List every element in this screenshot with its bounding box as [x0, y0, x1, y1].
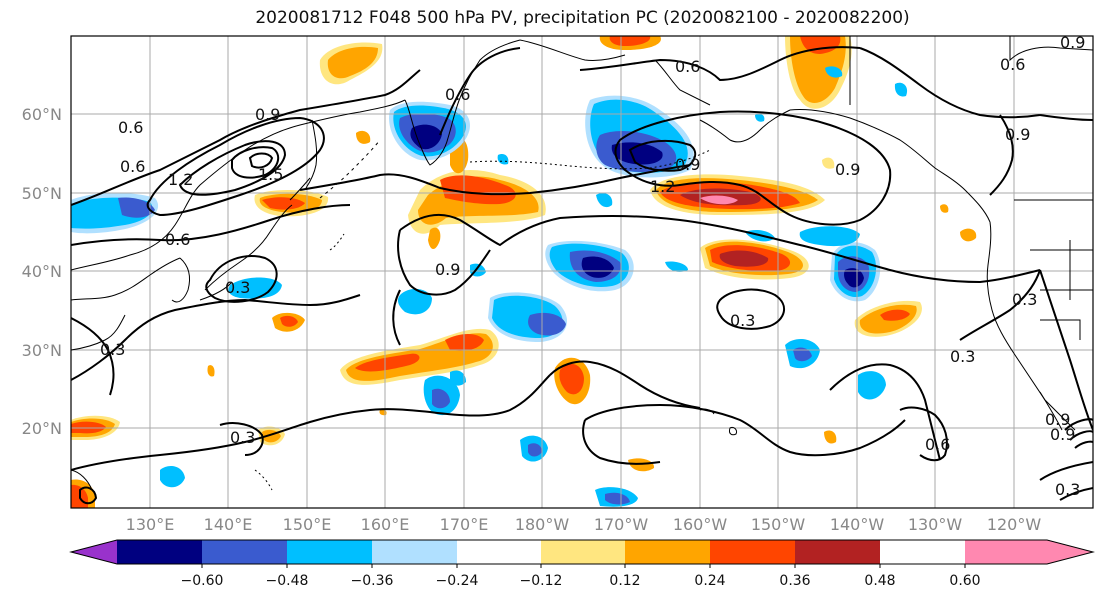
colorbar-tick-label: −0.24 — [436, 573, 479, 589]
lon-label: 120°W — [987, 515, 1042, 534]
map-content: 0.6 0.9 1.2 1.5 0.6 0.6 0.3 0.3 0.3 0.9 … — [71, 33, 1093, 508]
lon-label: 140°E — [204, 515, 253, 534]
lat-label: 30°N — [22, 341, 62, 360]
lon-label: 160°W — [673, 515, 728, 534]
contour-label: 0.3 — [950, 347, 975, 366]
contour-label: 0.3 — [1055, 480, 1080, 499]
lat-label: 40°N — [22, 262, 62, 281]
contour-label: 0.9 — [1050, 425, 1075, 444]
contour-label: 0.3 — [730, 311, 755, 330]
contour-label: 0.9 — [1045, 410, 1070, 429]
lon-label: 150°W — [751, 515, 806, 534]
colorbar-segment — [457, 540, 541, 564]
contour-label: 0.9 — [1005, 125, 1030, 144]
contour-label: 0.6 — [1000, 55, 1025, 74]
colorbar-extend-max — [965, 540, 1093, 564]
colorbar: −0.60 −0.48 −0.36 −0.24 −0.12 0.12 0.24 … — [69, 539, 1095, 589]
contour-labels: 0.6 0.9 1.2 1.5 0.6 0.6 0.3 0.3 0.3 0.9 … — [100, 33, 1085, 499]
colorbar-tick-label: −0.48 — [266, 573, 309, 589]
lon-label: 130°W — [908, 515, 963, 534]
lon-label: 180°W — [515, 515, 570, 534]
colorbar-segment — [541, 540, 625, 564]
colorbar-tick-label: 0.12 — [609, 573, 640, 589]
contour-label: 1.2 — [168, 170, 193, 189]
lat-label: 20°N — [22, 419, 62, 438]
latitude-labels: 60°N 50°N 40°N 30°N 20°N — [22, 105, 62, 438]
contour-label: 0.9 — [675, 155, 700, 174]
map-title: 2020081712 F048 500 hPa PV, precipitatio… — [255, 8, 910, 28]
contour-label: 0.6 — [925, 435, 950, 454]
contour-label: 0.3 — [225, 278, 250, 297]
lon-label: 150°E — [283, 515, 332, 534]
lon-label: 140°W — [830, 515, 885, 534]
colorbar-tick-label: 0.48 — [864, 573, 895, 589]
colorbar-tick-label: −0.60 — [181, 573, 224, 589]
colorbar-tick-label: −0.12 — [520, 573, 563, 589]
colorbar-segment — [202, 540, 287, 564]
lat-label: 50°N — [22, 184, 62, 203]
contour-label: 0.6 — [120, 157, 145, 176]
contour-label: 0.3 — [230, 428, 255, 447]
contour-label: 0.9 — [255, 105, 280, 124]
lon-label: 170°W — [594, 515, 649, 534]
contour-label: 0.9 — [835, 160, 860, 179]
contour-label: 0.3 — [1012, 290, 1037, 309]
colorbar-segment — [117, 540, 202, 564]
graticule — [71, 36, 1093, 508]
lat-label: 60°N — [22, 105, 62, 124]
colorbar-extend-min — [71, 540, 117, 564]
pv-contours — [71, 46, 1093, 505]
contour-label: 0.9 — [1060, 33, 1085, 52]
coastlines — [71, 36, 1093, 491]
colorbar-tick-label: 0.36 — [779, 573, 810, 589]
colorbar-segment — [710, 540, 795, 564]
colorbar-segment — [287, 540, 372, 564]
contour-label: 0.9 — [435, 260, 460, 279]
lon-label: 160°E — [361, 515, 410, 534]
map-border — [70, 35, 1094, 509]
lon-label: 170°E — [440, 515, 489, 534]
colorbar-tick-label: 0.60 — [949, 573, 980, 589]
contour-label: 1.5 — [258, 165, 283, 184]
contour-label: 0.6 — [165, 230, 190, 249]
contour-label: 0.6 — [445, 85, 470, 104]
contour-label: 1.2 — [650, 177, 675, 196]
contour-label: 0.6 — [118, 118, 143, 137]
longitude-labels: 130°E 140°E 150°E 160°E 170°E 180°W 170°… — [126, 515, 1042, 534]
lon-label: 130°E — [126, 515, 175, 534]
colorbar-segment — [625, 540, 710, 564]
colorbar-segment — [795, 540, 880, 564]
colorbar-segment — [372, 540, 457, 564]
contour-label: 0.6 — [675, 57, 700, 76]
contour-label: 0.3 — [100, 340, 125, 359]
colorbar-tick-label: −0.36 — [351, 573, 394, 589]
colorbar-tick-label: 0.24 — [694, 573, 725, 589]
